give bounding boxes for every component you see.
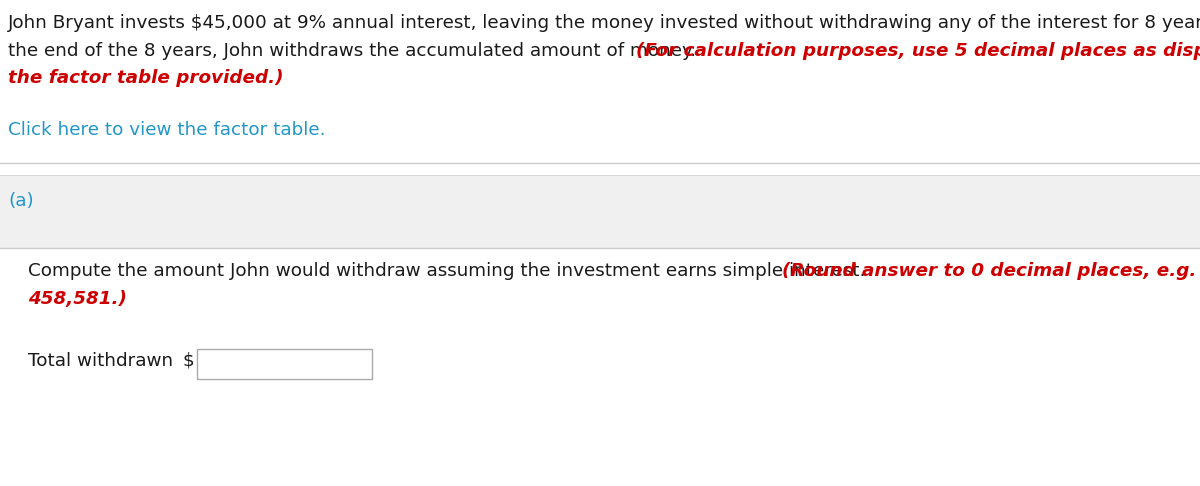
Bar bbox=[0, 248, 1200, 486]
Bar bbox=[0, 175, 1200, 248]
Text: the end of the 8 years, John withdraws the accumulated amount of money.: the end of the 8 years, John withdraws t… bbox=[8, 42, 702, 60]
Text: Click here to view the factor table.: Click here to view the factor table. bbox=[8, 121, 325, 139]
Text: the factor table provided.): the factor table provided.) bbox=[8, 69, 283, 87]
Bar bbox=[0, 0, 1200, 163]
Text: (Round answer to 0 decimal places, e.g.: (Round answer to 0 decimal places, e.g. bbox=[782, 262, 1196, 280]
Text: Compute the amount John would withdraw assuming the investment earns simple inte: Compute the amount John would withdraw a… bbox=[28, 262, 871, 280]
Text: Total withdrawn: Total withdrawn bbox=[28, 352, 173, 370]
Text: (a): (a) bbox=[8, 192, 34, 210]
Bar bbox=[0, 163, 1200, 175]
Text: 458,581.): 458,581.) bbox=[28, 290, 127, 308]
Text: John Bryant invests $45,000 at 9% annual interest, leaving the money invested wi: John Bryant invests $45,000 at 9% annual… bbox=[8, 14, 1200, 32]
Text: $: $ bbox=[182, 352, 193, 370]
Text: (For calculation purposes, use 5 decimal places as displayed in: (For calculation purposes, use 5 decimal… bbox=[636, 42, 1200, 60]
